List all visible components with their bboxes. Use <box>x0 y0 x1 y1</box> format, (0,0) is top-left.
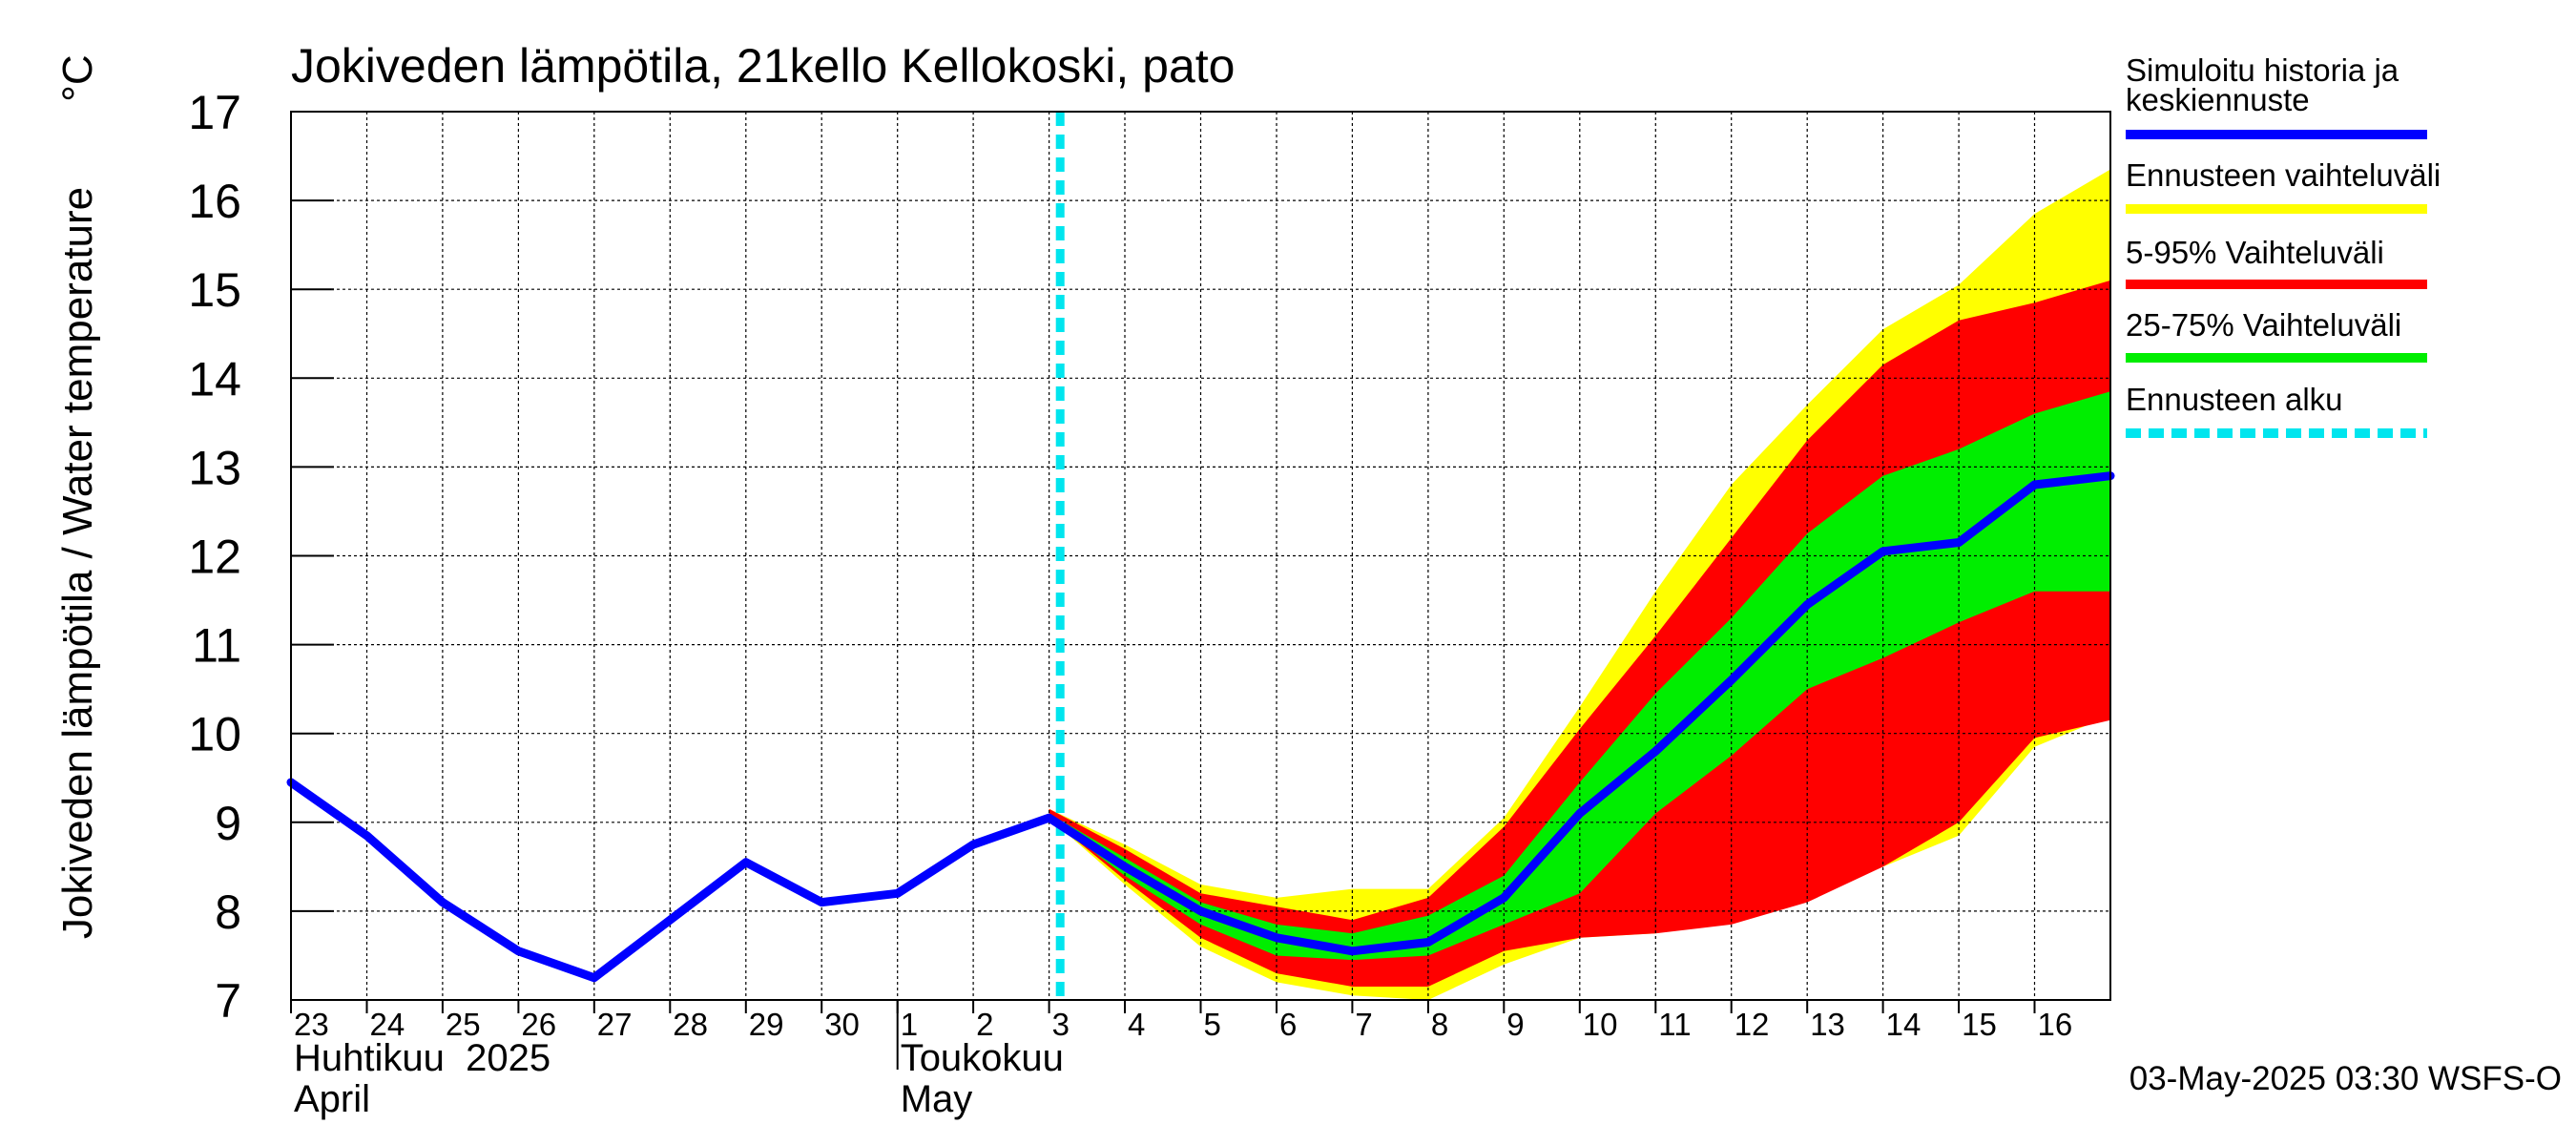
y-tick-label: 7 <box>215 974 241 1028</box>
y-tick-label: 15 <box>188 263 241 317</box>
y-tick-label: 14 <box>188 352 241 406</box>
y-tick-label: 9 <box>215 797 241 850</box>
x-tick-label: 29 <box>749 1007 784 1042</box>
y-tick-label: 8 <box>215 885 241 939</box>
x-tick-label: 2 <box>976 1007 993 1042</box>
month-label-en: May <box>901 1078 973 1120</box>
month-label-en: April <box>294 1078 370 1120</box>
series-layer <box>286 112 2115 1000</box>
legend-label: keskiennuste <box>2126 82 2310 117</box>
y-axis-label: Jokiveden lämpötila / Water temperature <box>54 187 101 939</box>
chart-title: Jokiveden lämpötila, 21kello Kellokoski,… <box>291 39 1235 93</box>
legend-label: Simuloitu historia ja <box>2126 52 2399 88</box>
forecast-bands <box>1049 169 2110 1000</box>
x-tick-label: 4 <box>1128 1007 1145 1042</box>
x-tick-label: 7 <box>1355 1007 1372 1042</box>
x-tick-label: 27 <box>597 1007 633 1042</box>
axes <box>290 111 2111 1070</box>
band-2 <box>1049 280 2110 987</box>
y-tick-label: 17 <box>188 86 241 139</box>
legend-label: Ennusteen alku <box>2126 382 2343 417</box>
y-tick-label: 13 <box>188 441 241 494</box>
x-tick-label: 13 <box>1810 1007 1845 1042</box>
x-tick-label: 9 <box>1506 1007 1524 1042</box>
x-tick-label: 3 <box>1052 1007 1070 1042</box>
legend-label: Ennusteen vaihteluväli <box>2126 157 2441 193</box>
legend-label: 5-95% Vaihteluväli <box>2126 235 2384 270</box>
x-tick-label: 1 <box>901 1007 918 1042</box>
y-tick-label: 12 <box>188 531 241 584</box>
x-tick-label: 14 <box>1886 1007 1922 1042</box>
x-tick-label: 28 <box>673 1007 708 1042</box>
x-tick-label: 11 <box>1658 1007 1691 1042</box>
x-tick-label: 24 <box>370 1007 405 1042</box>
series-history-line <box>286 471 2115 983</box>
x-tick-label: 30 <box>824 1007 860 1042</box>
x-tick-label: 8 <box>1431 1007 1448 1042</box>
y-tick-label: 10 <box>188 708 241 761</box>
month-label-fi: Huhtikuu 2025 <box>294 1037 551 1079</box>
x-tick-label: 15 <box>1962 1007 1997 1042</box>
grid-lines <box>291 112 2110 1000</box>
x-tick-label: 6 <box>1279 1007 1297 1042</box>
footer-timestamp: 03-May-2025 03:30 WSFS-O <box>2129 1060 2562 1097</box>
x-tick-label: 16 <box>2038 1007 2073 1042</box>
month-label-fi: Toukokuu <box>901 1037 1064 1079</box>
y-tick-label: 16 <box>188 175 241 228</box>
x-tick-label: 26 <box>521 1007 556 1042</box>
x-tick-label: 23 <box>294 1007 329 1042</box>
x-tick-label: 12 <box>1735 1007 1770 1042</box>
x-tick-label: 25 <box>446 1007 481 1042</box>
legend-label: 25-75% Vaihteluväli <box>2126 307 2401 343</box>
x-tick-label: 5 <box>1204 1007 1221 1042</box>
y-axis-unit: °C <box>54 54 101 101</box>
y-tick-label: 11 <box>192 619 241 673</box>
x-tick-label: 10 <box>1583 1007 1618 1042</box>
band-3 <box>1049 391 2110 961</box>
